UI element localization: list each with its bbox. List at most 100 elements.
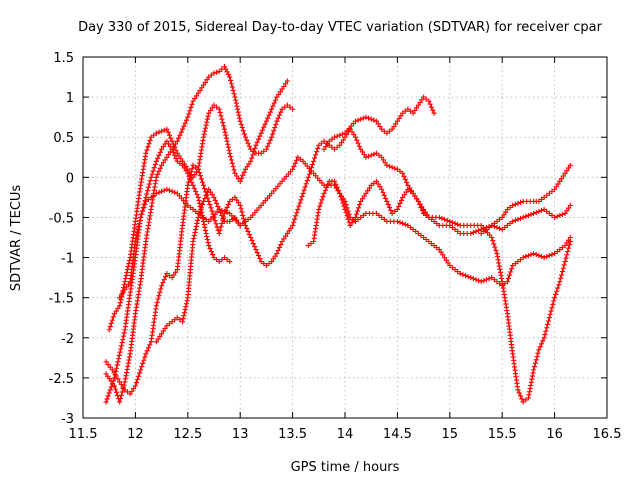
- data-point-marker: [148, 174, 154, 180]
- data-point-marker: [507, 220, 513, 227]
- data-point-marker: [124, 269, 130, 276]
- data-point-marker: [426, 98, 432, 104]
- data-point-marker: [227, 77, 234, 83]
- data-point-marker: [195, 217, 201, 224]
- data-point-marker: [136, 223, 142, 230]
- data-point-marker: [431, 218, 437, 225]
- data-point-marker: [468, 230, 474, 237]
- data-point-marker: [360, 212, 366, 219]
- data-point-marker: [381, 128, 387, 134]
- data-point-marker: [110, 314, 116, 320]
- data-point-marker: [185, 114, 191, 120]
- data-point-marker: [201, 131, 207, 137]
- data-point-marker: [550, 301, 556, 307]
- data-point-marker: [181, 313, 187, 319]
- data-point-marker: [121, 382, 127, 388]
- data-point-marker: [564, 168, 570, 174]
- data-point-marker: [297, 200, 303, 206]
- data-point-marker: [315, 145, 321, 152]
- data-point-marker: [412, 107, 418, 114]
- data-point-marker: [365, 115, 372, 121]
- data-point-marker: [105, 361, 111, 368]
- data-point-marker: [200, 215, 206, 222]
- data-point-marker: [245, 140, 251, 146]
- data-point-marker: [373, 150, 380, 156]
- data-point-marker: [546, 252, 552, 259]
- data-point-marker: [284, 230, 290, 237]
- data-point-marker: [525, 252, 531, 259]
- data-point-marker: [507, 204, 513, 211]
- data-point-marker: [468, 275, 474, 281]
- data-point-marker: [410, 190, 416, 196]
- data-point-marker: [341, 203, 347, 209]
- data-point-marker: [144, 191, 150, 197]
- data-point-marker: [540, 338, 546, 344]
- data-point-marker: [473, 277, 479, 283]
- data-point-marker: [517, 215, 524, 222]
- data-point-marker: [221, 126, 228, 132]
- data-point-marker: [263, 118, 269, 124]
- data-point-marker: [201, 185, 208, 192]
- data-point-marker: [222, 129, 228, 135]
- data-point-marker: [565, 245, 572, 251]
- data-point-marker: [217, 109, 223, 116]
- data-point-marker: [294, 210, 300, 216]
- data-point-marker: [196, 211, 202, 217]
- data-point-marker: [229, 84, 235, 90]
- data-point-marker: [224, 256, 230, 263]
- data-point-marker: [507, 269, 514, 275]
- data-point-marker: [223, 132, 229, 138]
- data-point-marker: [183, 117, 190, 123]
- data-point-marker: [115, 359, 121, 365]
- data-point-marker: [161, 187, 167, 193]
- data-point-marker: [134, 232, 140, 239]
- data-point-marker: [258, 150, 264, 156]
- data-point-marker: [269, 106, 275, 112]
- data-point-marker: [402, 221, 408, 228]
- data-point-marker: [510, 218, 516, 225]
- data-point-marker: [331, 146, 338, 152]
- data-point-marker: [266, 260, 272, 267]
- grid-layer: [83, 57, 607, 418]
- y-tick-label: -2.5: [49, 372, 74, 387]
- data-point-marker: [229, 216, 235, 223]
- data-point-marker: [117, 303, 123, 309]
- data-point-marker: [206, 74, 212, 80]
- data-point-marker: [210, 211, 216, 217]
- data-point-marker: [182, 120, 188, 126]
- data-point-marker: [232, 194, 238, 200]
- data-point-marker: [496, 225, 503, 232]
- data-point-marker: [249, 237, 255, 244]
- data-point-marker: [151, 165, 157, 171]
- data-point-marker: [246, 161, 252, 167]
- data-point-marker: [489, 234, 495, 241]
- x-tick-label: 15.5: [488, 427, 517, 442]
- data-point-marker: [165, 141, 172, 147]
- data-point-marker: [143, 351, 149, 357]
- data-point-marker: [199, 85, 205, 91]
- data-point-marker: [227, 218, 233, 225]
- data-point-marker: [494, 254, 501, 260]
- data-point-marker: [405, 222, 411, 229]
- data-point-marker: [436, 214, 442, 221]
- data-point-marker: [363, 114, 369, 120]
- data-point-marker: [380, 189, 386, 195]
- data-point-marker: [103, 399, 109, 405]
- y-tick-label: -2: [61, 332, 74, 347]
- data-point-marker: [221, 123, 227, 129]
- data-point-marker: [252, 243, 258, 250]
- data-point-marker: [538, 207, 545, 214]
- data-point-marker: [415, 102, 421, 108]
- data-point-marker: [396, 115, 402, 122]
- data-point-marker: [497, 266, 503, 272]
- data-point-marker: [193, 226, 199, 233]
- data-point-marker: [510, 202, 516, 209]
- data-point-marker: [421, 94, 427, 100]
- data-marks: [103, 64, 573, 405]
- data-point-marker: [314, 149, 320, 155]
- data-point-marker: [263, 262, 269, 269]
- data-point-marker: [398, 113, 404, 119]
- data-point-marker: [305, 174, 311, 180]
- data-point-marker: [202, 125, 209, 131]
